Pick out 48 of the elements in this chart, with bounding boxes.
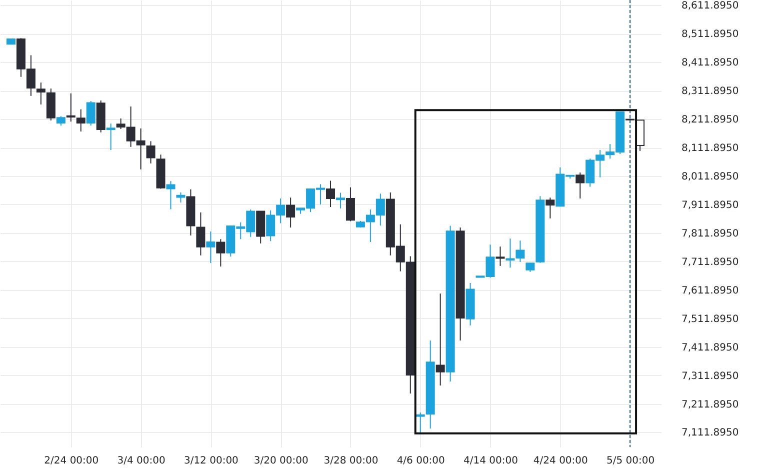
y-tick-label: 7,211.8950 [682, 399, 739, 410]
candlestick [346, 186, 355, 222]
y-tick-label: 7,311.8950 [682, 370, 739, 382]
x-tick-label: 3/4 00:00 [117, 456, 166, 466]
x-tick-label: 3/28 00:00 [324, 456, 378, 466]
candlestick [506, 238, 515, 268]
candlestick [106, 123, 116, 151]
candlestick [146, 140, 156, 164]
y-tick-label: 7,611.8950 [682, 285, 739, 296]
candlestick [206, 230, 216, 264]
candlestick [176, 192, 186, 203]
candlestick [56, 116, 66, 126]
y-tick-label: 7,111.8950 [682, 428, 739, 439]
candlestick [336, 192, 345, 209]
candlestick [76, 108, 86, 132]
candlestick [36, 82, 46, 105]
x-tick-label: 4/14 00:00 [464, 456, 518, 466]
y-tick-label: 8,011.8950 [682, 171, 739, 182]
x-tick-label: 4/24 00:00 [533, 456, 588, 466]
candlestick [196, 212, 206, 256]
y-tick-label: 7,711.8950 [682, 256, 739, 268]
x-tick-label: 2/24 00:00 [44, 456, 99, 466]
candlestick [436, 293, 445, 386]
y-tick-label: 7,511.8950 [682, 314, 739, 325]
candlestick [496, 246, 505, 266]
y-tick-label: 8,511.8950 [682, 29, 739, 40]
candlestick [216, 238, 226, 267]
y-tick-label: 8,611.8950 [682, 0, 739, 12]
y-tick-label: 8,111.8950 [682, 143, 739, 154]
candlestick [86, 100, 96, 126]
x-tick-label: 3/12 00:00 [184, 456, 238, 466]
candlestick [66, 92, 76, 122]
candlestick [166, 180, 176, 210]
candlestick [576, 172, 585, 199]
y-tick-label: 7,811.8950 [682, 228, 739, 240]
candlestick [516, 240, 525, 262]
candlestick [326, 180, 335, 208]
x-tick-label: 4/6 00:00 [396, 456, 445, 466]
candlestick [546, 197, 555, 219]
candlestick [286, 197, 296, 228]
y-tick-label: 8,211.8950 [682, 114, 739, 126]
candlestick [416, 412, 425, 434]
y-tick-label: 8,311.8950 [682, 86, 739, 98]
y-tick-label: 8,411.8950 [682, 58, 739, 69]
x-tick-label: 3/20 00:00 [254, 456, 308, 466]
x-tick-label: 5/5 00:00 [606, 456, 655, 466]
y-tick-label: 7,411.8950 [682, 342, 739, 354]
y-tick-label: 7,911.8950 [682, 200, 739, 211]
